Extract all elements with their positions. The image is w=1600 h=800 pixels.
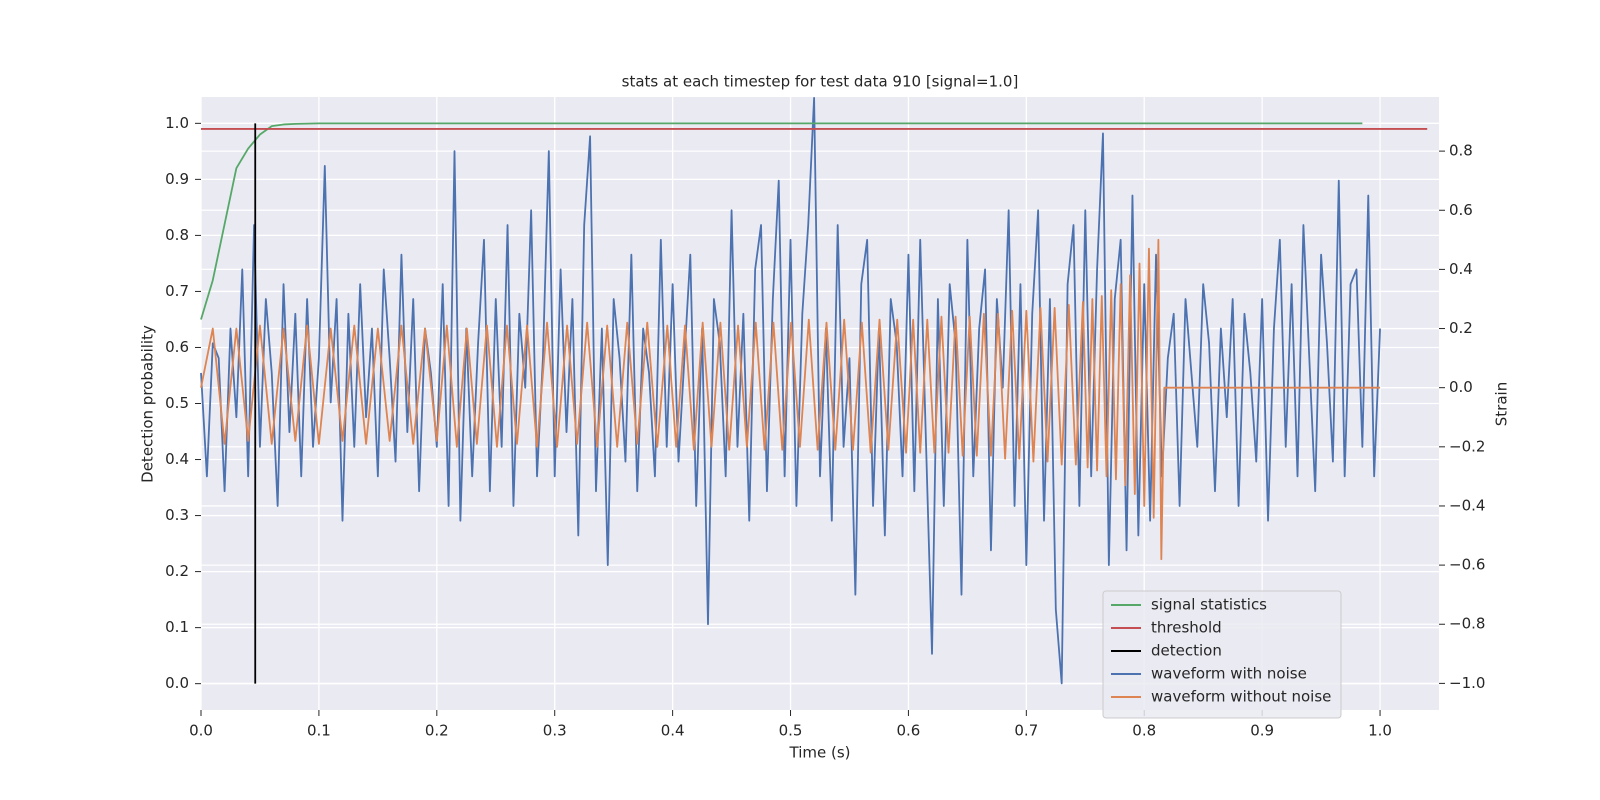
y2-tick-label: −1.0 xyxy=(1449,674,1485,692)
y-axis-label: Detection probability xyxy=(139,325,157,483)
x-axis-label: Time (s) xyxy=(789,744,851,762)
chart-title: stats at each timestep for test data 910… xyxy=(622,73,1019,91)
x-tick-label: 0.3 xyxy=(543,722,567,740)
y2-tick-label: −0.6 xyxy=(1449,556,1485,574)
series-line xyxy=(200,96,1381,685)
lines xyxy=(200,96,1428,685)
legend-label: threshold xyxy=(1151,619,1222,637)
y-tick-label: 0.0 xyxy=(165,674,189,692)
y2-axis-label: Strain xyxy=(1493,382,1511,426)
y-tick-label: 0.9 xyxy=(165,170,189,188)
legend-label: waveform without noise xyxy=(1151,688,1331,706)
y-tick-label: 0.7 xyxy=(165,282,189,300)
x-tick-label: 0.9 xyxy=(1250,722,1274,740)
y2-tick-label: −0.4 xyxy=(1449,496,1485,514)
x-tick-label: 0.8 xyxy=(1132,722,1156,740)
legend-label: waveform with noise xyxy=(1151,665,1307,683)
x-tick-label: 0.2 xyxy=(425,722,449,740)
y-tick-label: 0.1 xyxy=(165,618,189,636)
series-line xyxy=(200,122,1363,320)
x-tick-label: 1.0 xyxy=(1368,722,1392,740)
x-tick-label: 0.5 xyxy=(779,722,803,740)
y-tick-label: 1.0 xyxy=(165,114,189,132)
y-tick-label: 0.3 xyxy=(165,506,189,524)
series-line xyxy=(200,238,1381,561)
legend-box xyxy=(1102,590,1342,719)
y2-tick-label: −0.8 xyxy=(1449,615,1485,633)
y-tick-label: 0.4 xyxy=(165,450,189,468)
legend-label: signal statistics xyxy=(1151,596,1267,614)
x-tick-label: 0.1 xyxy=(307,722,331,740)
x-tick-label: 0.7 xyxy=(1014,722,1038,740)
legend-label: detection xyxy=(1151,642,1222,660)
y2-tick-label: 0.2 xyxy=(1449,319,1473,337)
y-tick-label: 0.5 xyxy=(165,394,189,412)
x-tick-label: 0.4 xyxy=(661,722,685,740)
x-tick-label: 0.0 xyxy=(189,722,213,740)
axes: 0.0 0.1 0.2 0.3 0.4 0.5 0.6 0.7 0.8 0.9 1.0 0.0 0.1 0… xyxy=(165,114,1485,740)
y2-tick-label: 0.8 xyxy=(1449,142,1473,160)
x-tick-label: 0.6 xyxy=(896,722,920,740)
legend: signal statistics threshold detection wavef… xyxy=(1102,590,1342,719)
y2-tick-label: 0.0 xyxy=(1449,378,1473,396)
y2-tick-label: 0.4 xyxy=(1449,260,1473,278)
y-tick-label: 0.2 xyxy=(165,562,189,580)
y-tick-label: 0.8 xyxy=(165,226,189,244)
y2-tick-label: 0.6 xyxy=(1449,201,1473,219)
y-tick-label: 0.6 xyxy=(165,338,189,356)
y2-tick-label: −0.2 xyxy=(1449,437,1485,455)
